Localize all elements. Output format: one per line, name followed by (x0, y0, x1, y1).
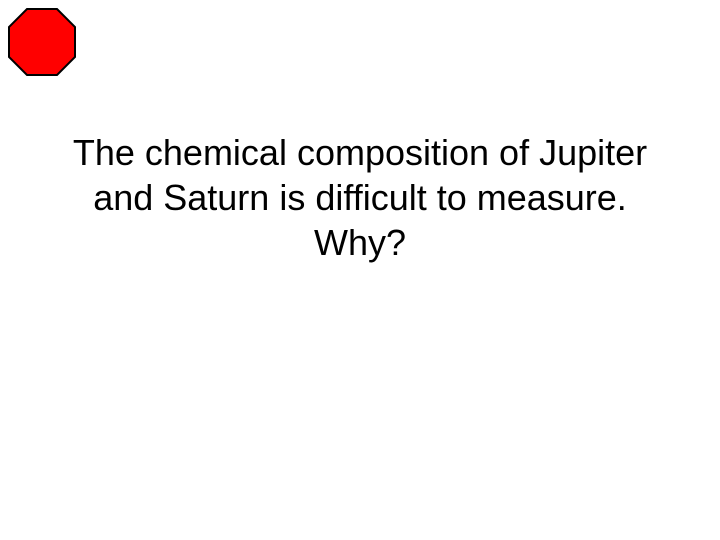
stop-octagon-icon (6, 6, 78, 83)
octagon-shape (9, 9, 75, 75)
question-text: The chemical composition of Jupiter and … (0, 130, 720, 265)
